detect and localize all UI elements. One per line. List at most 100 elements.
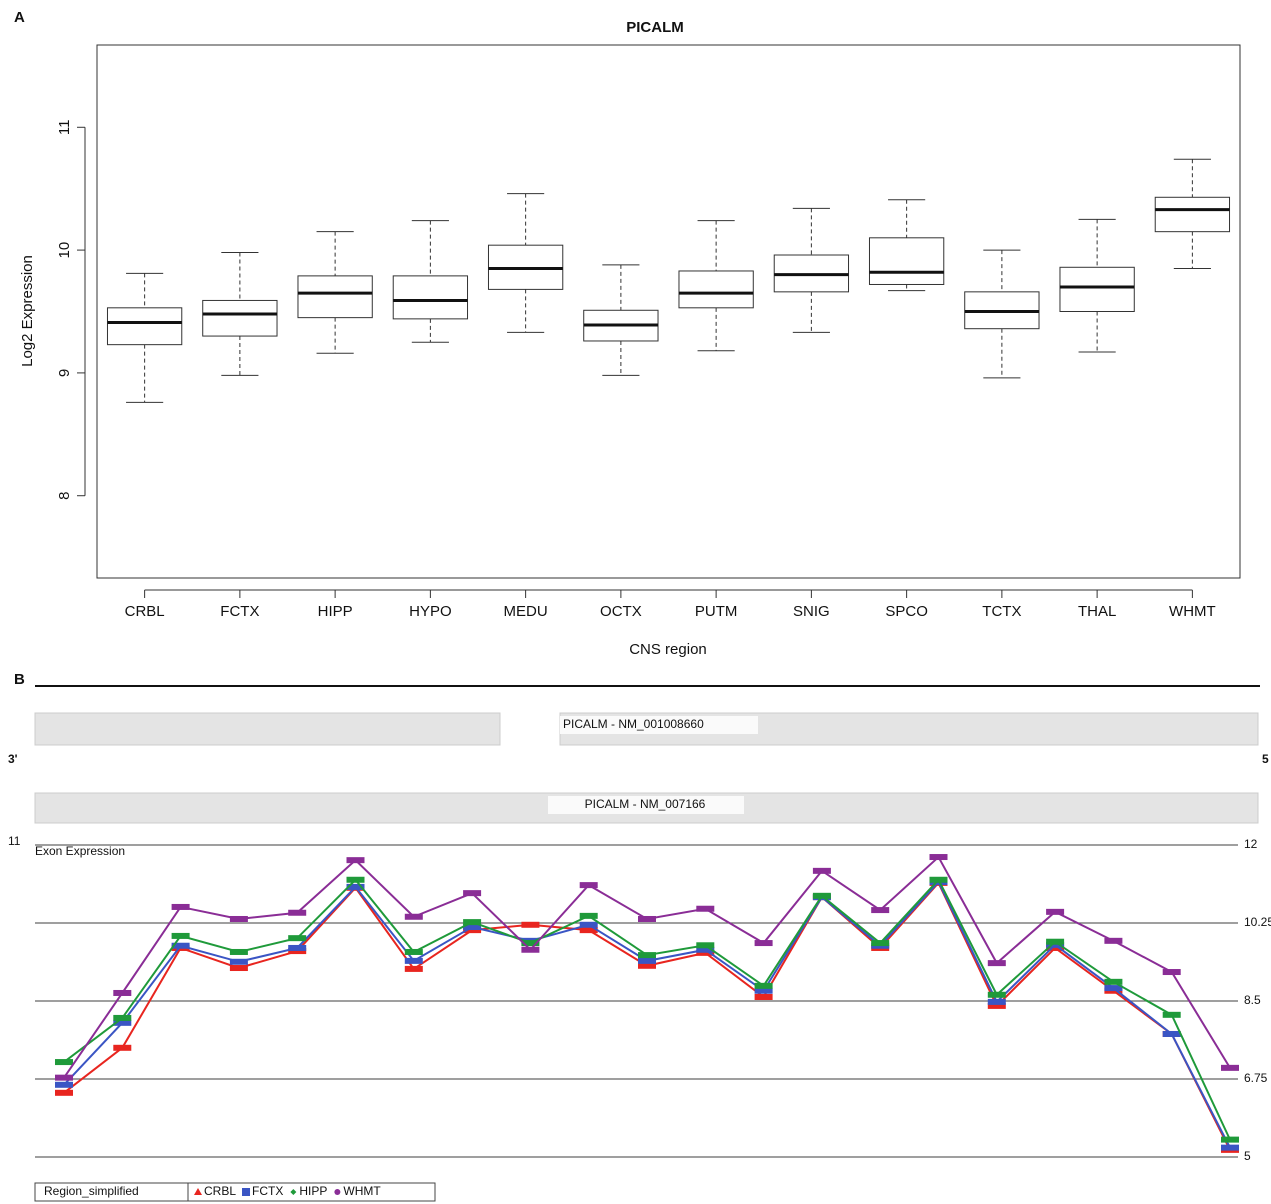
y-tick-label: 6.75 [1244,1071,1268,1085]
marker [229,958,248,965]
marker [1162,1011,1181,1018]
box [678,270,754,309]
marker [521,921,540,928]
marker [638,962,656,969]
end-label: 5 [1262,752,1269,766]
marker [1046,938,1065,945]
track-label-bg [560,716,758,734]
marker [812,867,831,874]
legend-label: CRBL [204,1184,236,1198]
marker [696,905,715,912]
marker [404,948,423,955]
marker [346,876,365,883]
legend-marker [194,1188,202,1195]
chart-title: PICALM [626,19,684,36]
marker [929,876,948,883]
x-tick-label: OCTX [600,603,642,620]
marker [1162,969,1181,976]
marker [171,942,190,949]
marker [404,957,423,964]
marker [1104,985,1123,992]
marker [463,890,482,897]
end-label: 3' [8,752,18,766]
marker [1221,1064,1239,1071]
marker [521,946,540,953]
marker [579,921,598,928]
y-tick-label: 9 [56,369,73,377]
box [1059,266,1135,313]
marker [288,935,307,942]
box [392,275,469,320]
marker [987,1002,1006,1009]
box [1154,196,1231,233]
marker [929,854,948,861]
marker [171,932,190,939]
marker [579,882,598,889]
marker [463,924,482,931]
marker [1046,941,1065,948]
legend-label: FCTX [252,1184,283,1198]
legend-marker [290,1189,297,1195]
marker [696,946,715,953]
marker [288,948,307,955]
x-tick-label: TCTX [982,603,1021,620]
x-tick-label: PUTM [695,603,738,620]
marker [871,940,890,947]
marker [754,987,773,994]
y-axis-label: Exon Expression [35,844,125,858]
y-tick-label: 5 [1244,1149,1251,1163]
track-label: PICALM - NM_007166 [585,797,706,811]
marker [229,915,248,922]
x-axis-label: CNS region [629,641,707,658]
marker [463,927,482,934]
marker [55,1074,73,1081]
marker [987,991,1006,998]
y-axis-label: Log2 Expression [19,255,36,367]
box [297,275,373,319]
x-tick-label: SPCO [885,603,928,620]
marker [638,915,656,922]
y-tick-label: 10.25 [1244,915,1271,929]
legend-marker [242,1188,251,1196]
panel-label: B [14,671,25,688]
marker [987,998,1006,1005]
gene-track [34,712,501,746]
x-tick-label: HYPO [409,603,452,620]
marker [346,857,365,864]
x-tick-label: MEDU [504,603,548,620]
marker [871,907,890,914]
box [106,307,183,346]
x-tick-label: FCTX [220,603,259,620]
marker [288,944,307,951]
marker [754,982,773,989]
x-tick-label: CRBL [125,603,165,620]
y-tick-label: 8 [56,492,73,500]
marker [1162,1030,1181,1037]
marker [113,1014,132,1021]
marker [1221,1144,1239,1151]
marker [754,993,773,1000]
legend-label: HIPP [299,1184,327,1198]
marker [113,1019,132,1026]
marker [229,948,248,955]
marker [404,913,423,920]
marker [113,1044,132,1051]
marker [55,1089,73,1096]
marker [987,960,1006,967]
marker [521,940,540,947]
y-tick-label: 11 [56,119,73,135]
x-tick-label: SNIG [793,603,830,620]
box [202,299,278,337]
legend-box [187,1182,436,1202]
marker [404,965,423,972]
marker [1104,978,1123,985]
legend-marker [334,1189,341,1195]
y-tick-label: 10 [56,242,73,259]
left-label: 11 [8,834,21,848]
marker [638,957,656,964]
marker [171,903,190,910]
marker [754,940,773,947]
marker [1046,908,1065,915]
legend-title: Region_simplified [44,1184,139,1198]
